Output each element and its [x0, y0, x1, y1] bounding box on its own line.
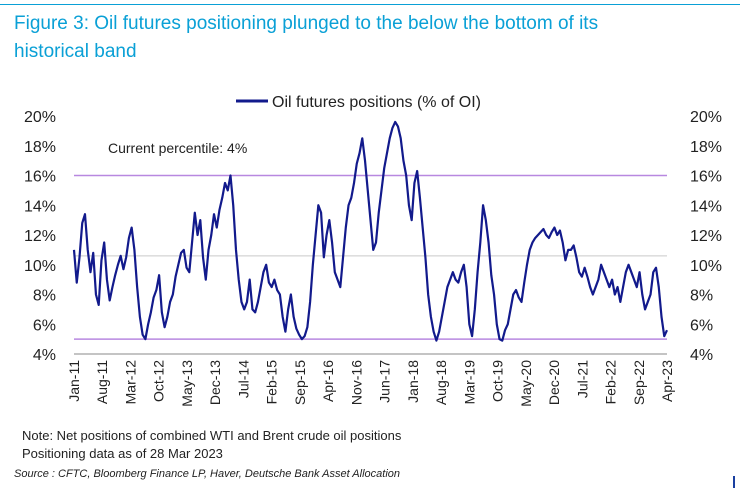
x-tick-label: Jan-18	[405, 360, 421, 403]
y-tick-right: 10%	[690, 258, 722, 275]
x-tick-label: Oct-12	[151, 360, 167, 402]
x-tick-label: Aug-18	[433, 360, 449, 405]
y-tick-right: 4%	[690, 347, 713, 364]
y-tick-left: 20%	[24, 109, 56, 126]
y-tick-left: 8%	[33, 288, 56, 305]
x-axis-labels: Jan-11 Aug-11 Mar-12 Oct-12 May-13 Dec-13 Jul-…	[66, 360, 675, 407]
y-tick-left: 12%	[24, 228, 56, 245]
source-text: Source : CFTC, Bloomberg Finance LP, Hav…	[14, 468, 400, 480]
x-tick-label: Dec-13	[207, 360, 223, 405]
y-tick-left: 16%	[24, 169, 56, 186]
title-rule	[0, 4, 740, 5]
y-tick-left: 14%	[24, 198, 56, 215]
y-tick-right: 20%	[690, 109, 722, 126]
y-tick-left: 4%	[33, 347, 56, 364]
y-tick-right: 16%	[690, 169, 722, 186]
x-tick-label: Mar-19	[461, 360, 477, 405]
y-tick-right: 18%	[690, 139, 722, 156]
note-line-2: Positioning data as of 28 Mar 2023	[22, 446, 223, 461]
legend-label: Oil futures positions (% of OI)	[272, 94, 481, 111]
x-tick-label: Dec-20	[546, 360, 562, 405]
x-tick-label: Aug-11	[94, 360, 110, 404]
series-group	[72, 120, 668, 342]
x-tick-label: Jan-11	[66, 360, 82, 402]
reference-lines	[74, 174, 667, 340]
chart-title-line-2: historical band	[14, 41, 137, 62]
x-tick-label: Mar-12	[122, 360, 138, 405]
x-tick-label: Sep-15	[292, 360, 308, 405]
y-axis-right-labels: 4% 6% 8% 10% 12% 14% 16% 18% 20%	[690, 109, 722, 364]
x-tick-label: Nov-16	[348, 360, 364, 405]
corner-accent	[733, 476, 735, 488]
x-tick-label: Jul-14	[235, 360, 251, 398]
y-tick-right: 8%	[690, 288, 713, 305]
legend: Oil futures positions (% of OI)	[236, 94, 481, 111]
x-tick-label: Jun-17	[377, 360, 393, 403]
x-tick-label: Sep-22	[631, 360, 647, 405]
y-tick-left: 10%	[24, 258, 56, 275]
chart-title: Figure 3: Oil futures positioning plunge…	[14, 10, 714, 66]
x-tick-label: Apr-23	[659, 360, 675, 402]
x-tick-label: Jul-21	[574, 360, 590, 398]
x-tick-label: Apr-16	[320, 360, 336, 402]
x-tick-label: Oct-19	[490, 360, 506, 402]
note-line-1: Note: Net positions of combined WTI and …	[22, 428, 402, 443]
series-line-oil-futures-positions	[72, 120, 668, 342]
current-percentile-annotation: Current percentile: 4%	[108, 140, 247, 156]
y-tick-left: 18%	[24, 139, 56, 156]
y-tick-left: 6%	[33, 317, 56, 334]
y-tick-right: 14%	[690, 198, 722, 215]
x-tick-label: Feb-15	[264, 360, 280, 405]
chart-title-line-1: Figure 3: Oil futures positioning plunge…	[14, 13, 599, 34]
y-tick-right: 6%	[690, 317, 713, 334]
x-tick-label: May-13	[179, 360, 195, 407]
y-tick-right: 12%	[690, 228, 722, 245]
y-axis-left-labels: 4% 6% 8% 10% 12% 14% 16% 18% 20%	[24, 109, 56, 364]
x-tick-label: May-20	[518, 360, 534, 407]
x-tick-label: Feb-22	[603, 360, 619, 405]
